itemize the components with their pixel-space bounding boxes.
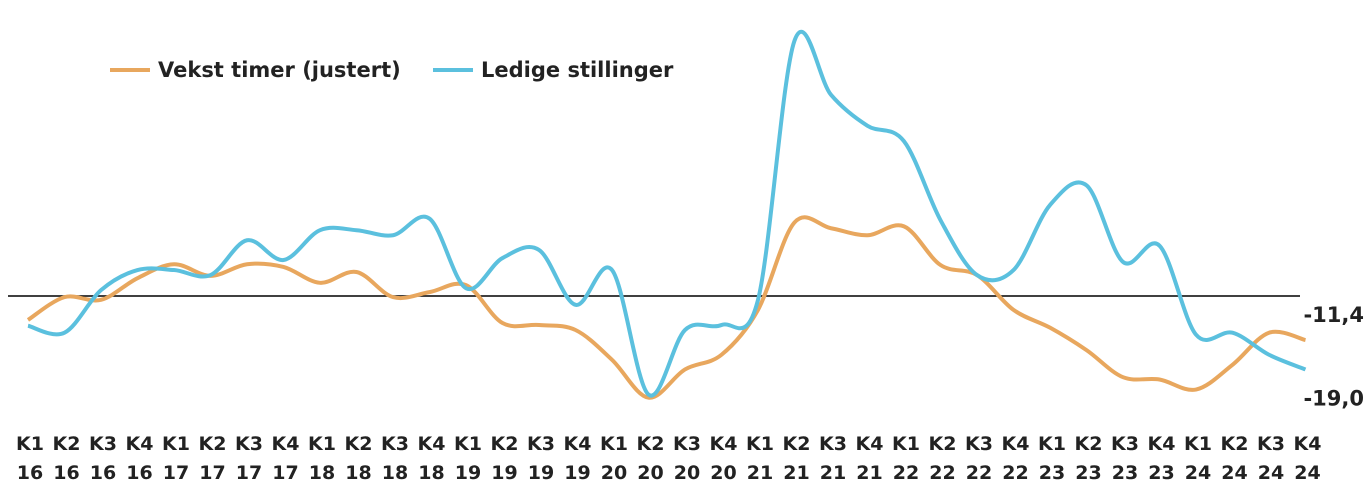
- x-tick-label: K4 20: [709, 433, 738, 484]
- x-tick-label: K4 23: [1147, 433, 1176, 484]
- x-tick-label: K3 18: [381, 433, 409, 484]
- x-tick-label: K3 24: [1257, 433, 1285, 484]
- end-label: -11,4: [1303, 303, 1364, 327]
- x-tick-label: K1 23: [1038, 433, 1066, 484]
- x-tick-label: K1 24: [1184, 433, 1212, 484]
- x-tick-label: K2 19: [490, 433, 519, 484]
- x-tick-label: K1 17: [162, 433, 190, 484]
- x-tick-label: K1 19: [454, 433, 482, 484]
- x-tick-label: K2 21: [782, 433, 811, 484]
- x-tick-label: K3 17: [235, 433, 263, 484]
- legend-label: Ledige stillinger: [481, 58, 674, 82]
- x-tick-label: K2 20: [636, 433, 665, 484]
- x-tick-label: K3 21: [819, 433, 847, 484]
- line-series: [26, 215, 1307, 400]
- x-tick-label: K3 20: [673, 433, 701, 484]
- x-tick-label: K1 21: [746, 433, 774, 484]
- x-tick-label: K1 16: [16, 433, 44, 484]
- x-tick-label: K4 16: [125, 433, 154, 484]
- x-tick-label: K1 20: [600, 433, 628, 484]
- x-tick-label: K3 23: [1111, 433, 1139, 484]
- x-tick-label: K3 19: [527, 433, 555, 484]
- x-tick-label: K2 18: [344, 433, 373, 484]
- x-tick-label: K1 18: [308, 433, 336, 484]
- x-tick-label: K2 23: [1074, 433, 1103, 484]
- x-tick-label: K2 17: [198, 433, 227, 484]
- x-tick-label: K2 22: [928, 433, 957, 484]
- x-tick-label: K1 22: [892, 433, 920, 484]
- legend-label: Vekst timer (justert): [158, 58, 401, 82]
- x-tick-label: K4 17: [271, 433, 300, 484]
- line-series: [27, 29, 1307, 398]
- x-tick-label: K4 21: [855, 433, 884, 484]
- x-tick-label: K2 24: [1220, 433, 1249, 484]
- x-tick-label: K4 19: [563, 433, 592, 484]
- x-tick-label: K2 16: [52, 433, 81, 484]
- x-tick-label: K4 22: [1001, 433, 1030, 484]
- x-tick-label: K4 18: [417, 433, 446, 484]
- end-label: -19,0: [1303, 386, 1364, 410]
- x-tick-label: K3 22: [965, 433, 993, 484]
- x-tick-label: K3 16: [89, 433, 117, 484]
- x-tick-label: K4 24: [1293, 433, 1322, 484]
